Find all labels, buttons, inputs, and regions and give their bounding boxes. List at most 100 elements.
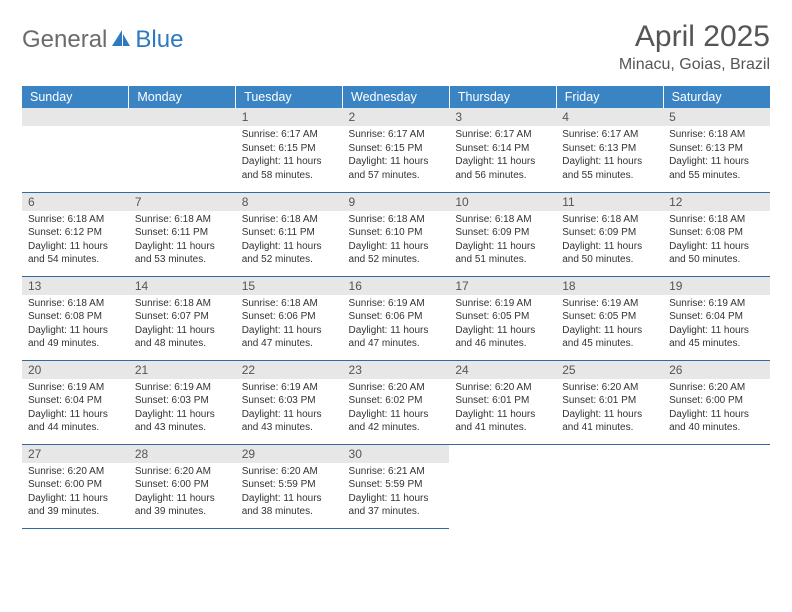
day-content: Sunrise: 6:19 AMSunset: 6:05 PMDaylight:… — [449, 295, 556, 355]
day-cell: 13Sunrise: 6:18 AMSunset: 6:08 PMDayligh… — [22, 276, 129, 360]
weekday-header: Friday — [556, 86, 663, 108]
day-content: Sunrise: 6:20 AMSunset: 6:00 PMDaylight:… — [22, 463, 129, 523]
day-cell: 27Sunrise: 6:20 AMSunset: 6:00 PMDayligh… — [22, 444, 129, 528]
day-cell: 8Sunrise: 6:18 AMSunset: 6:11 PMDaylight… — [236, 192, 343, 276]
day-number: 13 — [22, 277, 129, 295]
title-block: April 2025 Minacu, Goias, Brazil — [619, 20, 770, 74]
day-cell: 12Sunrise: 6:18 AMSunset: 6:08 PMDayligh… — [663, 192, 770, 276]
day-cell: 26Sunrise: 6:20 AMSunset: 6:00 PMDayligh… — [663, 360, 770, 444]
day-number: 26 — [663, 361, 770, 379]
day-content: Sunrise: 6:17 AMSunset: 6:14 PMDaylight:… — [449, 126, 556, 186]
day-cell: 6Sunrise: 6:18 AMSunset: 6:12 PMDaylight… — [22, 192, 129, 276]
calendar-row: 20Sunrise: 6:19 AMSunset: 6:04 PMDayligh… — [22, 360, 770, 444]
day-cell: 3Sunrise: 6:17 AMSunset: 6:14 PMDaylight… — [449, 108, 556, 192]
day-cell: 2Sunrise: 6:17 AMSunset: 6:15 PMDaylight… — [343, 108, 450, 192]
location: Minacu, Goias, Brazil — [619, 56, 770, 74]
weekday-header: Thursday — [449, 86, 556, 108]
day-content: Sunrise: 6:20 AMSunset: 6:00 PMDaylight:… — [663, 379, 770, 439]
day-cell: 7Sunrise: 6:18 AMSunset: 6:11 PMDaylight… — [129, 192, 236, 276]
day-cell: 5Sunrise: 6:18 AMSunset: 6:13 PMDaylight… — [663, 108, 770, 192]
day-content: Sunrise: 6:18 AMSunset: 6:09 PMDaylight:… — [449, 211, 556, 271]
day-cell: 19Sunrise: 6:19 AMSunset: 6:04 PMDayligh… — [663, 276, 770, 360]
calendar-row: 1Sunrise: 6:17 AMSunset: 6:15 PMDaylight… — [22, 108, 770, 192]
day-content: Sunrise: 6:18 AMSunset: 6:12 PMDaylight:… — [22, 211, 129, 271]
day-number: 23 — [343, 361, 450, 379]
day-content: Sunrise: 6:18 AMSunset: 6:11 PMDaylight:… — [236, 211, 343, 271]
day-content: Sunrise: 6:19 AMSunset: 6:03 PMDaylight:… — [236, 379, 343, 439]
day-cell: 9Sunrise: 6:18 AMSunset: 6:10 PMDaylight… — [343, 192, 450, 276]
day-number: 30 — [343, 445, 450, 463]
day-number: 2 — [343, 108, 450, 126]
day-content: Sunrise: 6:17 AMSunset: 6:15 PMDaylight:… — [236, 126, 343, 186]
calendar-row: 6Sunrise: 6:18 AMSunset: 6:12 PMDaylight… — [22, 192, 770, 276]
day-number: 5 — [663, 108, 770, 126]
day-cell: 14Sunrise: 6:18 AMSunset: 6:07 PMDayligh… — [129, 276, 236, 360]
day-content: Sunrise: 6:18 AMSunset: 6:11 PMDaylight:… — [129, 211, 236, 271]
day-cell: 22Sunrise: 6:19 AMSunset: 6:03 PMDayligh… — [236, 360, 343, 444]
day-number: 16 — [343, 277, 450, 295]
day-cell: 4Sunrise: 6:17 AMSunset: 6:13 PMDaylight… — [556, 108, 663, 192]
day-number: 8 — [236, 193, 343, 211]
day-cell: 17Sunrise: 6:19 AMSunset: 6:05 PMDayligh… — [449, 276, 556, 360]
day-cell: 15Sunrise: 6:18 AMSunset: 6:06 PMDayligh… — [236, 276, 343, 360]
day-cell: 18Sunrise: 6:19 AMSunset: 6:05 PMDayligh… — [556, 276, 663, 360]
weekday-header: Monday — [129, 86, 236, 108]
day-content: Sunrise: 6:19 AMSunset: 6:04 PMDaylight:… — [22, 379, 129, 439]
day-number: 6 — [22, 193, 129, 211]
day-cell: 16Sunrise: 6:19 AMSunset: 6:06 PMDayligh… — [343, 276, 450, 360]
day-number: 14 — [129, 277, 236, 295]
calendar-row: 13Sunrise: 6:18 AMSunset: 6:08 PMDayligh… — [22, 276, 770, 360]
header: General Blue April 2025 Minacu, Goias, B… — [22, 20, 770, 74]
day-cell: 20Sunrise: 6:19 AMSunset: 6:04 PMDayligh… — [22, 360, 129, 444]
day-number: 18 — [556, 277, 663, 295]
day-cell: 30Sunrise: 6:21 AMSunset: 5:59 PMDayligh… — [343, 444, 450, 528]
calendar-row: 27Sunrise: 6:20 AMSunset: 6:00 PMDayligh… — [22, 444, 770, 528]
day-content: Sunrise: 6:19 AMSunset: 6:06 PMDaylight:… — [343, 295, 450, 355]
day-number: 22 — [236, 361, 343, 379]
day-content: Sunrise: 6:20 AMSunset: 6:01 PMDaylight:… — [556, 379, 663, 439]
day-number: 11 — [556, 193, 663, 211]
weekday-header: Sunday — [22, 86, 129, 108]
day-number: 1 — [236, 108, 343, 126]
day-cell: 25Sunrise: 6:20 AMSunset: 6:01 PMDayligh… — [556, 360, 663, 444]
empty-daynum — [22, 108, 129, 126]
day-content: Sunrise: 6:18 AMSunset: 6:08 PMDaylight:… — [22, 295, 129, 355]
day-number: 21 — [129, 361, 236, 379]
day-number: 24 — [449, 361, 556, 379]
day-content: Sunrise: 6:17 AMSunset: 6:15 PMDaylight:… — [343, 126, 450, 186]
weekday-header: Saturday — [663, 86, 770, 108]
day-cell: 21Sunrise: 6:19 AMSunset: 6:03 PMDayligh… — [129, 360, 236, 444]
day-content: Sunrise: 6:18 AMSunset: 6:13 PMDaylight:… — [663, 126, 770, 186]
day-content: Sunrise: 6:18 AMSunset: 6:08 PMDaylight:… — [663, 211, 770, 271]
day-content: Sunrise: 6:21 AMSunset: 5:59 PMDaylight:… — [343, 463, 450, 523]
weekday-header: Wednesday — [343, 86, 450, 108]
day-number: 27 — [22, 445, 129, 463]
day-content: Sunrise: 6:19 AMSunset: 6:03 PMDaylight:… — [129, 379, 236, 439]
day-content: Sunrise: 6:20 AMSunset: 5:59 PMDaylight:… — [236, 463, 343, 523]
day-content: Sunrise: 6:18 AMSunset: 6:09 PMDaylight:… — [556, 211, 663, 271]
calendar-body: 1Sunrise: 6:17 AMSunset: 6:15 PMDaylight… — [22, 108, 770, 528]
day-number: 19 — [663, 277, 770, 295]
day-cell: 29Sunrise: 6:20 AMSunset: 5:59 PMDayligh… — [236, 444, 343, 528]
day-cell: 1Sunrise: 6:17 AMSunset: 6:15 PMDaylight… — [236, 108, 343, 192]
day-cell: 11Sunrise: 6:18 AMSunset: 6:09 PMDayligh… — [556, 192, 663, 276]
calendar-head: SundayMondayTuesdayWednesdayThursdayFrid… — [22, 86, 770, 108]
day-number: 7 — [129, 193, 236, 211]
month-title: April 2025 — [619, 20, 770, 54]
day-number: 28 — [129, 445, 236, 463]
day-number: 3 — [449, 108, 556, 126]
day-number: 15 — [236, 277, 343, 295]
empty-cell — [22, 108, 129, 192]
logo: General Blue — [22, 26, 183, 54]
day-number: 10 — [449, 193, 556, 211]
sail-icon — [110, 28, 132, 53]
calendar-table: SundayMondayTuesdayWednesdayThursdayFrid… — [22, 86, 770, 529]
empty-cell — [556, 444, 663, 528]
day-cell: 24Sunrise: 6:20 AMSunset: 6:01 PMDayligh… — [449, 360, 556, 444]
day-content: Sunrise: 6:19 AMSunset: 6:05 PMDaylight:… — [556, 295, 663, 355]
day-cell: 28Sunrise: 6:20 AMSunset: 6:00 PMDayligh… — [129, 444, 236, 528]
empty-cell — [663, 444, 770, 528]
day-content: Sunrise: 6:17 AMSunset: 6:13 PMDaylight:… — [556, 126, 663, 186]
day-number: 12 — [663, 193, 770, 211]
day-number: 25 — [556, 361, 663, 379]
